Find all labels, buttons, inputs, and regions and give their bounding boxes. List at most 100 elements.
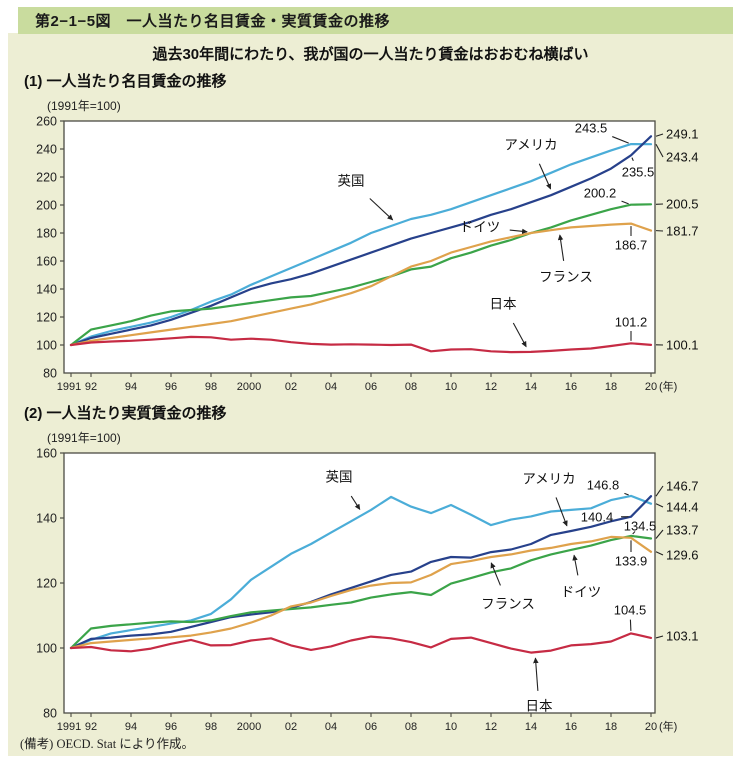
chart1-value-label-germany: 200.2: [584, 186, 617, 201]
svg-text:96: 96: [165, 721, 177, 733]
svg-text:94: 94: [125, 381, 137, 393]
source-note: (備考) OECD. Stat により作成。: [20, 737, 195, 751]
svg-text:180: 180: [36, 227, 57, 241]
chart2-value-label-us: 140.4: [581, 510, 614, 525]
svg-text:04: 04: [325, 721, 337, 733]
svg-text:140: 140: [36, 283, 57, 297]
chart2-end-label-japan: 103.1: [666, 629, 699, 644]
svg-text:18: 18: [605, 381, 617, 393]
chart2-callout-label-uk: 英国: [326, 469, 353, 485]
svg-text:80: 80: [43, 707, 57, 721]
chart1-line-us: [69, 135, 653, 347]
svg-text:1991: 1991: [57, 721, 81, 733]
chart2-end-leader-uk: [655, 503, 664, 508]
chart2-value-label-japan: 104.5: [614, 603, 647, 618]
svg-text:14: 14: [525, 381, 537, 393]
chart2-end-leader-france: [655, 551, 664, 556]
chart1-callout-label-germany: ドイツ: [460, 220, 501, 235]
svg-text:14: 14: [525, 721, 537, 733]
svg-text:120: 120: [36, 577, 57, 591]
svg-text:100: 100: [36, 642, 57, 656]
chart1-value-leader-germany: [621, 200, 629, 205]
chart2-title: (2) 一人当たり実質賃金の推移: [24, 405, 227, 422]
chart1-callout-label-us: アメリカ: [504, 138, 557, 153]
svg-text:08: 08: [405, 381, 417, 393]
chart1-plot-area: [63, 120, 656, 374]
chart2-end-label-uk: 144.4: [666, 500, 699, 515]
svg-text:160: 160: [36, 447, 57, 461]
svg-text:120: 120: [36, 311, 57, 325]
svg-text:92: 92: [85, 381, 97, 393]
chart2-end-label-france: 129.6: [666, 548, 699, 563]
chart1-title: (1) 一人当たり名目賃金の推移: [24, 73, 227, 90]
chart1-line-uk: [69, 143, 653, 347]
chart1-unit-label: (1991年=100): [47, 99, 121, 113]
chart1-callout-label-france: フランス: [539, 270, 593, 285]
chart1-end-label-france: 181.7: [666, 224, 699, 239]
chart1-value-label-france: 186.7: [615, 238, 648, 253]
svg-text:12: 12: [485, 721, 497, 733]
chart2-end-leader-germany: [655, 529, 664, 539]
svg-text:200: 200: [36, 199, 57, 213]
chart2-callout-label-france: フランス: [481, 597, 535, 612]
chart2-end-label-us: 146.7: [666, 479, 699, 494]
svg-text:10: 10: [445, 381, 457, 393]
chart2-x-axis: 1991 92 94 96 98 2000 02 04 06 08 10 12 14 16 18 20 (年): [57, 713, 677, 733]
chart2-callout-label-japan: 日本: [526, 699, 554, 714]
svg-text:12: 12: [485, 381, 497, 393]
chart2-line-france: [69, 535, 653, 650]
chart2-y-axis: 80 100 120 140 160: [36, 447, 64, 721]
chart1-end-leader-us: [655, 133, 664, 137]
svg-text:20: 20: [645, 721, 657, 733]
chart1-x-axis: 1991 92 94 96 98 2000 02 04 06 08 10 12 14 16 18 20 (年): [57, 373, 677, 393]
chart1-end-leader-uk: [655, 143, 664, 158]
svg-text:80: 80: [43, 367, 57, 381]
chart1-end-label-uk: 243.4: [666, 150, 699, 165]
chart1-line-germany: [69, 203, 653, 347]
svg-text:1991: 1991: [57, 381, 81, 393]
chart2-end-leader-us: [655, 485, 664, 497]
chart1-callout-label-japan: 日本: [490, 297, 518, 312]
svg-text:220: 220: [36, 171, 57, 185]
figure-subtitle: 過去30年間にわたり、我が国の一人当たり賃金はおおむね横ばい: [152, 46, 589, 63]
chart1-line-japan: [69, 335, 653, 354]
chart2-value-leader-uk: [624, 492, 629, 496]
svg-text:06: 06: [365, 381, 377, 393]
chart1-value-label-japan: 101.2: [615, 315, 648, 330]
chart1-callout-arrow-us: [538, 163, 552, 190]
chart1-callout-label-uk: 英国: [338, 173, 365, 189]
chart2-value-label-france: 133.9: [615, 554, 648, 569]
chart1-line-france: [69, 222, 653, 347]
figure-header-bar: 第2−1−5図 一人当たり名目賃金・実質賃金の推移: [18, 7, 733, 34]
chart1: 80 100 120 140 160 180 200 220 240 260 1991 92 94 96 9…: [36, 115, 698, 394]
svg-text:94: 94: [125, 721, 137, 733]
svg-text:100: 100: [36, 339, 57, 353]
svg-text:02: 02: [285, 721, 297, 733]
chart1-value-leader-us: [631, 157, 634, 162]
svg-text:18: 18: [605, 721, 617, 733]
chart2-line-germany: [69, 534, 653, 650]
chart2-callout-label-germany: ドイツ: [561, 585, 602, 600]
svg-text:260: 260: [36, 115, 57, 129]
chart2-callout-label-us: アメリカ: [522, 472, 575, 487]
svg-text:140: 140: [36, 512, 57, 526]
chart1-callout-arrow-japan: [512, 322, 527, 348]
chart2-callout-arrow-japan: [533, 657, 539, 691]
chart1-end-label-us: 249.1: [666, 127, 699, 142]
chart2-line-japan: [69, 632, 653, 654]
svg-text:98: 98: [205, 721, 217, 733]
chart2-callout-arrow-us: [555, 497, 568, 527]
chart1-end-label-japan: 100.1: [666, 338, 699, 353]
svg-text:16: 16: [565, 381, 577, 393]
chart2: 80 100 120 140 160 1991 92 94 96 98 2000 02 04 06 08 10…: [36, 447, 698, 734]
chart2-callout-arrow-france: [490, 562, 501, 586]
chart2-callout-arrow-germany: [572, 554, 579, 576]
chart1-value-leader-uk: [612, 136, 629, 144]
chart2-end-label-germany: 133.7: [666, 523, 699, 538]
chart2-unit-label: (1991年=100): [47, 431, 121, 445]
chart1-y-axis: 80 100 120 140 160 180 200 220 240 260: [36, 115, 64, 381]
chart1-callout-arrow-germany: [509, 228, 528, 235]
svg-text:(年): (年): [659, 379, 677, 393]
svg-text:240: 240: [36, 143, 57, 157]
